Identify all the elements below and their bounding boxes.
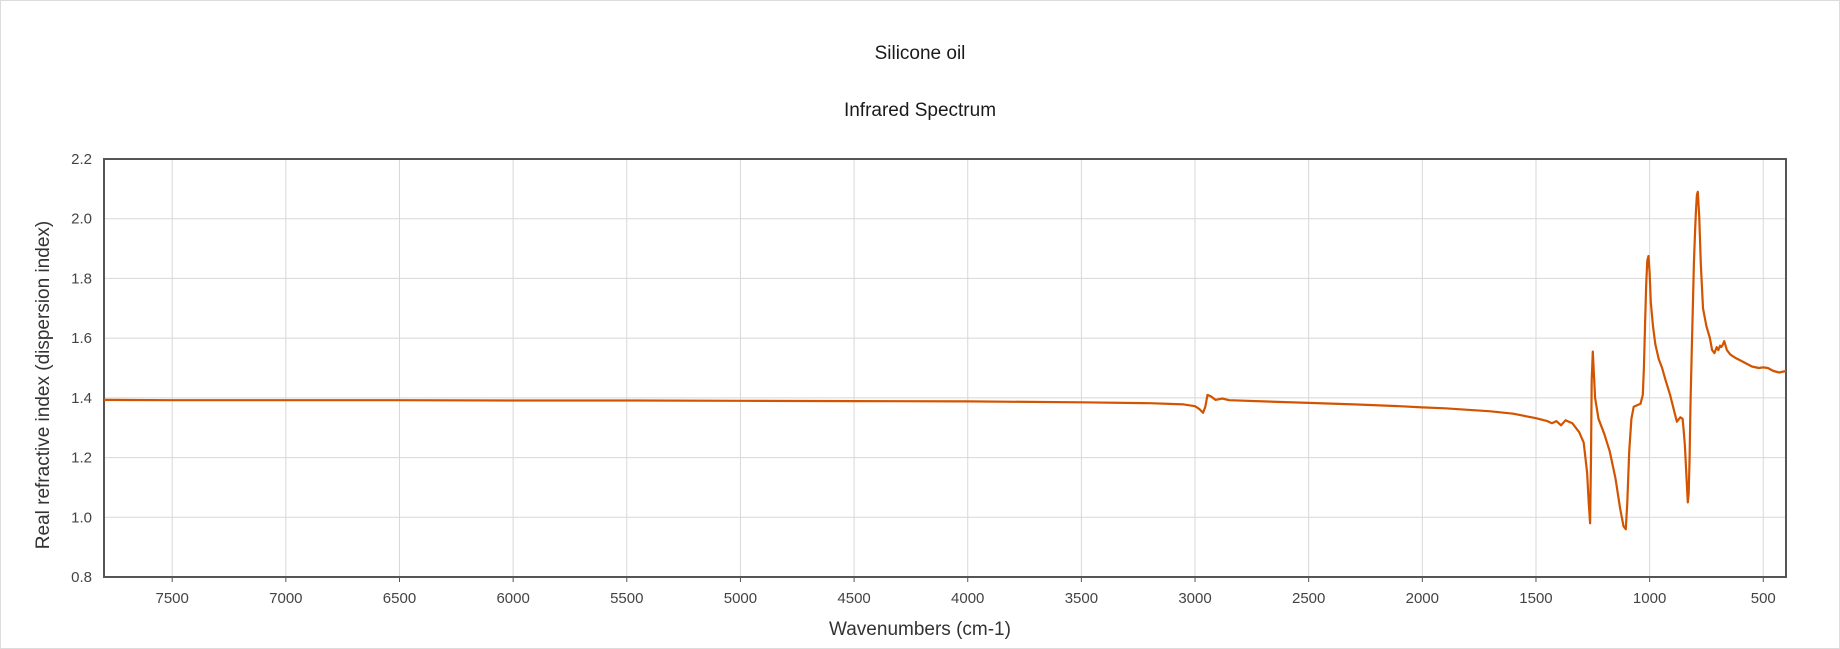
x-tick-label: 7000 <box>269 590 302 607</box>
chart-subtitle: Infrared Spectrum <box>844 100 996 121</box>
chart-title: Silicone oil <box>875 43 966 64</box>
y-tick-label: 1.4 <box>71 390 92 407</box>
y-tick-label: 1.0 <box>71 509 92 526</box>
y-tick-label: 1.6 <box>71 330 92 347</box>
x-tick-label: 5500 <box>610 590 643 607</box>
x-tick-label: 500 <box>1751 590 1776 607</box>
series-line <box>103 190 1787 531</box>
x-tick-label: 6000 <box>496 590 529 607</box>
y-tick-label: 1.8 <box>71 270 92 287</box>
y-axis-label: Real refractive index (dispersion index) <box>33 221 54 549</box>
x-tick-label: 6500 <box>383 590 416 607</box>
x-tick-label: 4000 <box>951 590 984 607</box>
x-tick-label: 1500 <box>1519 590 1552 607</box>
x-tick-label: 3000 <box>1178 590 1211 607</box>
x-tick-label: 2500 <box>1292 590 1325 607</box>
y-tick-label: 2.2 <box>71 151 92 168</box>
y-tick-label: 1.2 <box>71 450 92 467</box>
x-axis-label: Wavenumbers (cm-1) <box>829 619 1011 640</box>
x-tick-label: 5000 <box>724 590 757 607</box>
plot-area-border <box>103 158 1787 578</box>
y-tick-label: 0.8 <box>71 569 92 586</box>
x-tick-label: 1000 <box>1633 590 1666 607</box>
x-tick-label: 7500 <box>156 590 189 607</box>
x-tick-label: 4500 <box>837 590 870 607</box>
y-tick-label: 2.0 <box>71 211 92 228</box>
x-tick-label: 3500 <box>1065 590 1098 607</box>
x-tick-label: 2000 <box>1406 590 1439 607</box>
